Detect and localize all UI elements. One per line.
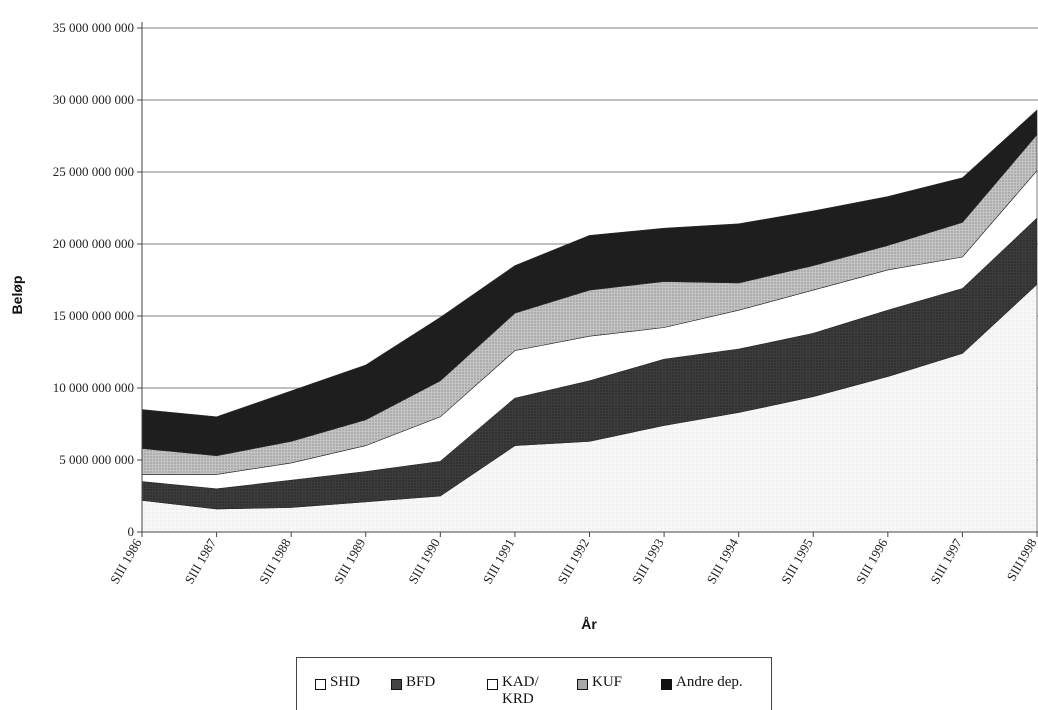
x-tick-label: SIII 1988 xyxy=(256,536,294,586)
legend-label-kad-krd: KAD/ KRD xyxy=(502,674,539,707)
area-layers xyxy=(141,109,1038,533)
y-tick-labels: 0 5 000 000 000 10 000 000 000 15 000 000 0… xyxy=(53,20,134,539)
y-tick-label: 30 000 000 000 xyxy=(53,92,134,107)
x-tick-label: SIII 1994 xyxy=(704,536,742,587)
x-tick-label: SIII 1997 xyxy=(927,536,965,587)
y-tick-label: 5 000 000 000 xyxy=(59,452,134,467)
legend-item-andre-dep: Andre dep. xyxy=(661,674,743,691)
y-tick-label: 0 xyxy=(128,524,135,539)
legend-swatch-shd xyxy=(315,679,326,690)
x-tick-label: SIII 1995 xyxy=(778,536,816,586)
x-tick-label: SIII 1987 xyxy=(181,536,219,587)
y-tick-label: 15 000 000 000 xyxy=(53,308,134,323)
legend-item-kuf: KUF xyxy=(577,674,622,691)
area-andre-dep xyxy=(141,109,1038,457)
x-tick-label: SIII 1990 xyxy=(405,536,443,586)
x-tick-label: SIII 1991 xyxy=(480,536,518,586)
y-tick-label: 35 000 000 000 xyxy=(53,20,134,35)
legend-item-bfd: BFD xyxy=(391,674,435,691)
legend-swatch-kuf xyxy=(577,679,588,690)
x-tick-label: SIII 1996 xyxy=(853,536,891,587)
x-tick-labels: SIII 1986 SIII 1987 SIII 1988 SIII 1989 SIII… xyxy=(107,536,1038,587)
legend-item-shd: SHD xyxy=(315,674,360,691)
legend-swatch-andre-dep xyxy=(661,679,672,690)
y-tick-label: 20 000 000 000 xyxy=(53,236,134,251)
legend-label-kuf: KUF xyxy=(592,674,623,690)
x-tick-label: SIII 1986 xyxy=(107,536,145,587)
legend-item-kad-krd: KAD/ KRD xyxy=(487,674,539,708)
x-tick-label: SIII 1992 xyxy=(554,536,592,586)
x-axis-title: År xyxy=(581,616,597,632)
legend-label-bfd: BFD xyxy=(406,674,436,690)
legend-swatch-bfd xyxy=(391,679,402,690)
legend-label-shd: SHD xyxy=(330,674,361,690)
legend-label-andre-dep: Andre dep. xyxy=(676,674,743,690)
y-tick-label: 25 000 000 000 xyxy=(53,164,134,179)
x-tick-label: SIII 1989 xyxy=(331,536,369,586)
y-tick-label: 10 000 000 000 xyxy=(53,380,134,395)
x-tick-label: SIII1998 xyxy=(1003,536,1038,584)
y-axis-title: Beløp xyxy=(9,276,25,315)
x-tick-label: SIII 1993 xyxy=(629,536,667,586)
stacked-area-chart: 0 5 000 000 000 10 000 000 000 15 000 000 0… xyxy=(9,20,1038,632)
axes xyxy=(137,22,1038,537)
legend: SHD BFD KAD/ KRD KUF Andre dep. xyxy=(296,657,772,710)
legend-swatch-kad-krd xyxy=(487,679,498,690)
